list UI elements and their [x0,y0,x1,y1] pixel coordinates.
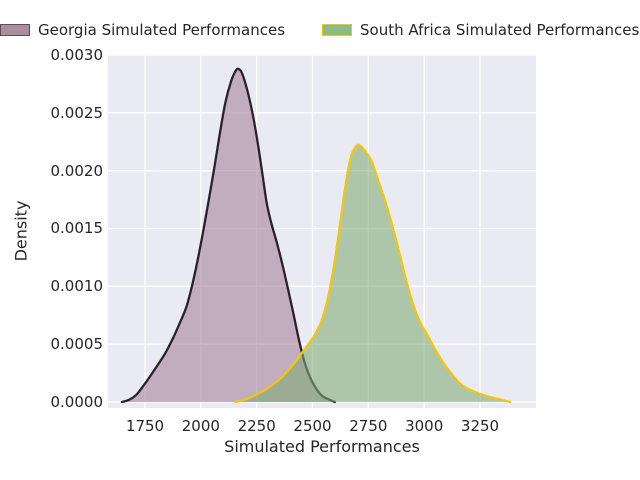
legend-label-south-africa: South Africa Simulated Performances [360,21,640,39]
kde-chart [108,55,536,408]
x-tick-label: 3250 [460,417,500,435]
x-tick-label: 2500 [293,417,332,435]
y-tick-label: 0.0025 [50,103,104,122]
legend-label-georgia: Georgia Simulated Performances [38,21,286,39]
y-tick-label: 0.0030 [50,46,104,64]
kde-fill-south-africa [235,144,511,402]
legend-item-south-africa: South Africa Simulated Performances [322,22,639,38]
legend-item-georgia: Georgia Simulated Performances [0,22,285,38]
x-tick-label: 2250 [237,417,276,435]
y-tick-label: 0.0020 [50,161,104,180]
legend-swatch-georgia [0,24,30,36]
y-tick-label: 0.0015 [50,219,104,238]
kde-line-south-africa [234,143,512,404]
y-tick-label: 0.0000 [50,392,104,411]
legend-swatch-south-africa [322,24,352,36]
y-tick-label: 0.0005 [50,335,104,354]
x-tick-label: 3000 [405,417,444,435]
plot-area [108,55,536,408]
x-tick-label: 2750 [349,417,388,435]
x-tick-label: 2000 [181,417,220,435]
x-axis-title: Simulated Performances [224,437,420,456]
kde-fill-georgia [122,68,335,402]
x-tick-label: 1750 [125,417,165,435]
kde-line-georgia [120,67,336,404]
y-tick-label: 0.0010 [50,277,104,296]
y-axis-title: Density [11,200,31,262]
